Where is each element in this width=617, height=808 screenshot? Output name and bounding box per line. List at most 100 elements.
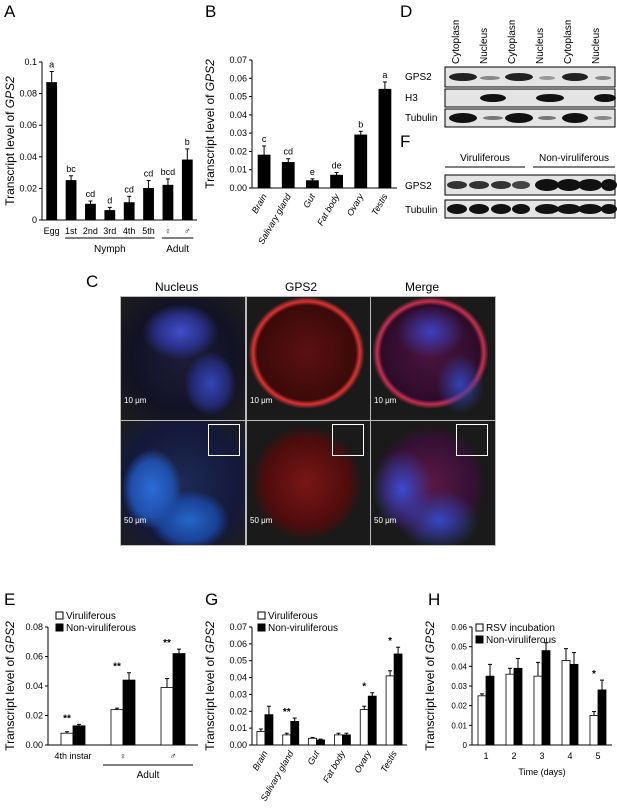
y-tick-label: 0.01 (229, 723, 247, 733)
y-tick-label: 0.07 (229, 55, 247, 65)
bar (306, 180, 319, 189)
significance-letter: a (382, 70, 387, 80)
x-tick-label: 2nd (83, 226, 98, 236)
microscopy-col-title-merge: Merge (405, 280, 440, 294)
y-tick-label: 0.04 (25, 681, 43, 691)
blot-column-label: Cytoplasm (563, 20, 574, 64)
bar (110, 709, 124, 746)
legend-label: Non-viruliferous (268, 623, 338, 634)
y-tick-label: 0.03 (451, 682, 467, 691)
y-tick-label: 0.02 (229, 706, 247, 716)
inset-box (456, 424, 488, 456)
significance-letter: c (262, 134, 267, 144)
x-tick-label: 3rd (103, 226, 116, 236)
bar (597, 689, 607, 746)
x-tick-label: ♀ (120, 751, 127, 761)
y-axis-title: Transcript level of GPS2 (203, 59, 217, 189)
y-axis-title: Transcript level of GPS2 (3, 76, 17, 206)
bar (181, 159, 193, 221)
y-tick-label: 0.00 (25, 740, 43, 750)
x-tick-label: Gut (305, 749, 321, 767)
bar (172, 653, 186, 746)
scale-bar-label: 10 μm (250, 396, 273, 405)
x-tick-label: Ovary (352, 749, 373, 775)
x-tick-label: 1st (65, 226, 78, 236)
y-axis-title-text: Transcript level of (3, 108, 17, 206)
y-tick-label: 0.04 (451, 662, 467, 671)
blot-row-label: GPS2 (405, 72, 432, 83)
x-tick-label: 1 (483, 751, 488, 761)
significance-letter: cd (124, 184, 134, 194)
significance-marker: * (362, 682, 366, 693)
bar (359, 709, 369, 746)
y-axis-title-gene: GPS2 (3, 76, 17, 108)
y-tick-label: 0.05 (229, 92, 247, 102)
x-tick-label: 4th (123, 226, 136, 236)
bar (561, 660, 571, 746)
x-tick-label: ♀ (165, 226, 172, 236)
bar (256, 731, 266, 746)
micrograph-merge-50um (370, 420, 496, 546)
legend-label: Viruliferous (268, 611, 318, 622)
legend-swatch (257, 623, 266, 632)
y-tick-label: 0 (463, 741, 468, 750)
y-axis-title: Transcript level of GPS2 (3, 621, 17, 751)
y-tick-label: 0.08 (25, 622, 43, 632)
blot-row-label: GPS2 (405, 181, 432, 192)
y-tick-label: 0.05 (451, 643, 467, 652)
micrograph-nucleus-50um (120, 420, 246, 546)
significance-marker: ** (63, 713, 71, 724)
significance-letter: cd (283, 147, 293, 157)
panel-label-d: D (400, 2, 413, 21)
bar (123, 202, 135, 221)
y-axis-title: Transcript level of GPS2 (423, 621, 437, 751)
bar (378, 88, 392, 189)
x-tick-label: 2 (511, 751, 516, 761)
y-tick-label: 0.03 (229, 128, 247, 138)
blot-group-label: Non-viruliferous (539, 153, 609, 164)
y-tick-label: 0.03 (229, 689, 247, 699)
bar (505, 673, 515, 746)
y-tick-label: 0.00 (229, 183, 247, 193)
panel-label-a: A (4, 2, 16, 21)
bar (541, 650, 551, 746)
significance-letter: cd (144, 169, 154, 179)
x-tick-label: ♂ (170, 751, 177, 761)
x-tick-label: 5th (142, 226, 155, 236)
legend-label: Viruliferous (66, 611, 116, 622)
blot-column-label: Cytoplasm (451, 20, 462, 64)
micrograph-gps2-50um (246, 420, 372, 546)
y-tick-label: 0 (32, 215, 37, 225)
y-axis-title: Transcript level of GPS2 (203, 621, 217, 751)
bar (513, 667, 523, 746)
blot-column-label: Nucleus (535, 28, 546, 64)
scale-bar-label: 50 μm (124, 516, 147, 525)
significance-letter: cd (86, 189, 96, 199)
x-tick-label: 4th instar (54, 751, 91, 761)
panel-label-e: E (4, 590, 16, 609)
y-tick-label: 0.02 (19, 183, 37, 193)
microscopy-col-title-gps2: GPS2 (285, 280, 318, 294)
y-tick-label: 0.07 (229, 622, 247, 632)
y-axis-title-text: Transcript level of (203, 653, 217, 751)
significance-marker: * (388, 636, 392, 647)
x-tick-label: 3 (539, 751, 544, 761)
x-tick-label: Gut (301, 192, 317, 210)
x-tick-label: Testis (369, 192, 389, 218)
bar (104, 210, 116, 221)
y-axis-title-gene: GPS2 (423, 621, 437, 653)
legend-label: RSV incubation (486, 623, 555, 634)
blot-column-label: Cytoplasm (507, 20, 518, 64)
significance-letter: a (49, 59, 54, 69)
y-tick-label: 0.06 (19, 120, 37, 130)
panel-label-g: G (205, 590, 219, 609)
group-label: Adult (137, 770, 160, 781)
bar (393, 653, 403, 746)
legend-swatch (475, 623, 484, 632)
x-tick-label: Brain (250, 192, 269, 215)
blot-row-label: Tubulin (405, 113, 437, 124)
x-tick-label: Brain (250, 749, 269, 772)
bar (60, 732, 74, 746)
y-tick-label: 0.05 (229, 656, 247, 666)
western-blot-f: Viruliferous Non-viruliferous GPS2 Tubulin (405, 153, 617, 219)
